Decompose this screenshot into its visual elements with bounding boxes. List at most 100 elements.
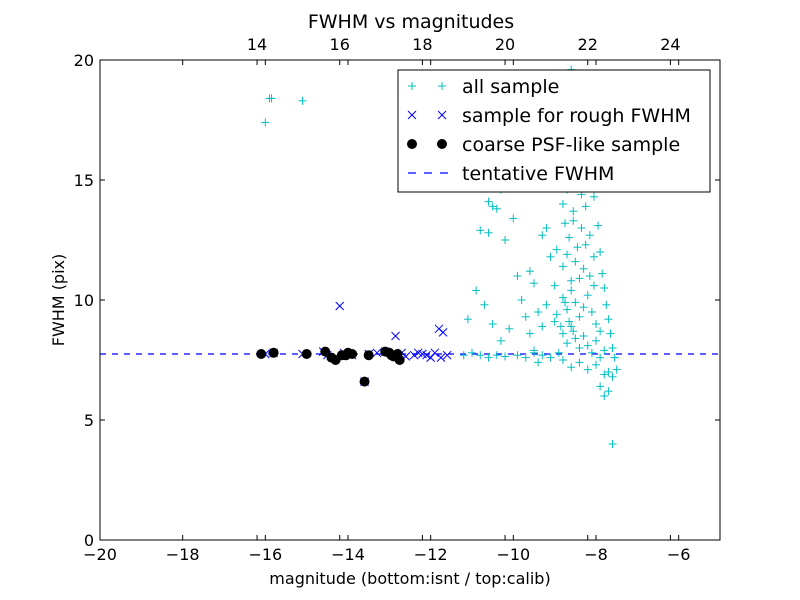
data-point-s0-76 xyxy=(596,353,605,362)
data-point-s0-13 xyxy=(488,320,497,328)
data-point-s0-82 xyxy=(592,360,600,369)
data-point-s0-12 xyxy=(480,300,489,309)
data-point-s0-70 xyxy=(571,334,580,343)
data-point-s1-15 xyxy=(409,350,419,360)
data-point-s0-6 xyxy=(476,351,485,360)
data-point-s0-67 xyxy=(558,329,567,338)
data-point-s1-5 xyxy=(335,301,345,311)
data-point-s0-21 xyxy=(484,197,493,206)
x-tick-label: −6 xyxy=(667,545,691,564)
top-tick-label: 16 xyxy=(330,35,350,54)
x-tick-label: −10 xyxy=(496,545,530,564)
data-point-s0-120 xyxy=(569,216,578,225)
legend: all sample sample for rough FWHM coarse … xyxy=(397,69,711,193)
data-point-s0-111 xyxy=(554,348,563,357)
data-point-s0-116 xyxy=(542,300,551,309)
data-point-s0-59 xyxy=(567,286,576,295)
top-tick-label: 24 xyxy=(660,35,680,54)
data-point-s0-2 xyxy=(267,94,276,103)
data-point-s0-112 xyxy=(525,267,534,276)
data-point-s0-126 xyxy=(581,240,590,249)
data-point-s0-11 xyxy=(472,286,481,295)
data-point-s0-106 xyxy=(513,351,522,360)
legend-marker-1-a-b xyxy=(407,110,417,120)
data-point-s0-54 xyxy=(571,257,580,266)
data-point-s1-20-b xyxy=(430,348,440,358)
data-point-s1-17-b xyxy=(418,349,427,359)
data-point-s0-4 xyxy=(459,351,468,360)
data-point-s0-66 xyxy=(596,327,605,336)
data-point-s1-15-b xyxy=(409,350,419,360)
data-point-s0-5 xyxy=(468,348,476,357)
data-point-s0-74 xyxy=(587,348,596,357)
data-point-s1-12 xyxy=(391,331,400,341)
data-point-s0-102 xyxy=(604,315,613,324)
data-point-s0-109 xyxy=(538,351,547,360)
data-point-s0-9 xyxy=(501,352,510,361)
series-0 xyxy=(261,65,621,448)
data-point-s0-33 xyxy=(542,224,551,232)
top-tick-label: 14 xyxy=(247,35,267,54)
data-point-s0-96 xyxy=(589,192,598,201)
data-point-s0-58 xyxy=(563,305,572,314)
data-point-s0-55 xyxy=(575,274,584,283)
data-point-s0-65 xyxy=(592,320,600,328)
legend-label-all-sample: all sample xyxy=(462,76,559,98)
data-point-s0-127 xyxy=(585,272,594,280)
data-point-s0-68 xyxy=(563,339,572,348)
legend-marker-2-b xyxy=(437,139,447,149)
data-point-s2-3 xyxy=(320,346,331,357)
data-point-s0-0 xyxy=(261,118,270,127)
data-point-s2-17 xyxy=(388,351,399,362)
legend-marker-0-a xyxy=(408,82,416,90)
data-point-s0-18 xyxy=(492,204,501,213)
y-tick-label: 0 xyxy=(84,531,94,550)
data-point-s1-12-b xyxy=(391,331,400,341)
x-tick-label: −14 xyxy=(331,545,365,564)
y-tick-label: 20 xyxy=(74,51,94,70)
data-point-s0-19 xyxy=(501,236,510,244)
data-point-s0-64 xyxy=(587,308,596,316)
data-point-s0-48 xyxy=(569,207,578,216)
data-point-s0-72 xyxy=(579,332,588,340)
x-tick-label: −18 xyxy=(166,545,200,564)
data-point-s2-0 xyxy=(256,349,267,359)
data-point-s1-18 xyxy=(422,350,431,360)
data-point-s0-41 xyxy=(558,200,567,208)
data-point-s0-132 xyxy=(565,317,574,326)
data-point-s0-10 xyxy=(463,315,472,324)
data-point-s0-71 xyxy=(575,344,584,352)
data-point-s2-10 xyxy=(363,350,374,361)
data-point-s2-9 xyxy=(359,376,370,387)
legend-label-rough-fwhm: sample for rough FWHM xyxy=(462,105,691,127)
data-point-s0-53 xyxy=(567,276,576,285)
legend-marker-1-a xyxy=(407,110,417,120)
data-point-s0-46 xyxy=(561,219,569,228)
data-point-s0-22 xyxy=(488,202,497,211)
data-point-s0-35 xyxy=(550,281,559,290)
data-point-s0-133 xyxy=(569,327,578,336)
data-point-s0-63 xyxy=(583,291,592,300)
data-point-s1-16-b xyxy=(413,348,423,358)
x-axis-title: magnitude (bottom:isnt / top:calib) xyxy=(269,569,550,588)
data-point-s0-26 xyxy=(513,272,522,280)
data-point-s0-27 xyxy=(517,296,526,304)
data-point-s0-98 xyxy=(596,248,605,256)
data-point-s0-131 xyxy=(561,298,569,307)
chart-title: FWHM vs magnitudes xyxy=(308,11,514,33)
data-point-s0-49 xyxy=(573,243,582,252)
data-point-s0-36 xyxy=(552,245,561,254)
data-point-s0-3 xyxy=(298,96,307,105)
data-point-s0-75 xyxy=(592,336,600,345)
data-point-s0-123 xyxy=(581,202,590,211)
data-point-s0-125 xyxy=(589,252,598,261)
data-point-s0-88 xyxy=(600,392,609,400)
top-tick-label: 18 xyxy=(412,35,432,54)
data-point-s0-34 xyxy=(546,252,555,261)
y-tick-label: 15 xyxy=(74,171,94,190)
data-point-s0-73 xyxy=(583,341,592,350)
legend-marker-0-b xyxy=(438,82,446,90)
data-point-s1-24-b xyxy=(442,350,452,360)
data-point-s0-16 xyxy=(476,226,485,235)
